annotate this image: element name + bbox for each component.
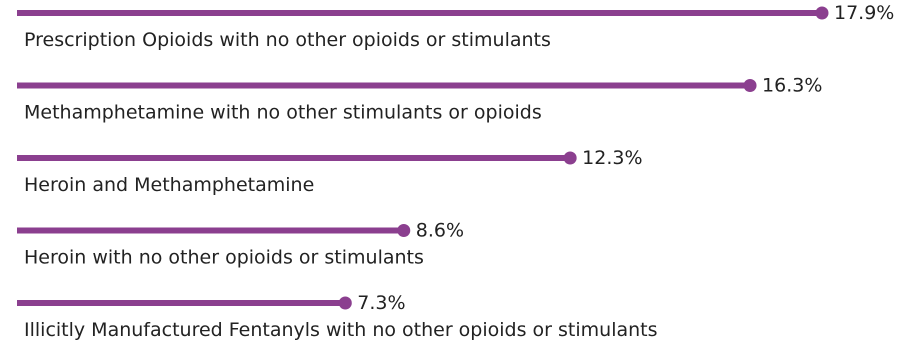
bar-end-dot-5 xyxy=(338,296,352,310)
bar-end-dot-2 xyxy=(743,79,757,92)
category-label-1: Prescription Opioids with no other opioi… xyxy=(24,29,551,51)
bar-end-dot-4 xyxy=(397,224,411,237)
bar-end-dot-3 xyxy=(563,151,577,165)
category-label-4: Heroin with no other opioids or stimulan… xyxy=(24,247,424,269)
category-label-3: Heroin and Methamphetamine xyxy=(24,174,314,196)
value-label-1: 17.9% xyxy=(834,2,894,24)
value-label-5: 7.3% xyxy=(357,292,405,314)
category-label-5: Illicitly Manufactured Fentanyls with no… xyxy=(24,319,658,341)
category-label-2: Methamphetamine with no other stimulants… xyxy=(24,102,542,124)
value-label-3: 12.3% xyxy=(582,147,642,169)
value-label-2: 16.3% xyxy=(762,75,822,97)
value-label-4: 8.6% xyxy=(416,220,464,242)
bar-end-dot-1 xyxy=(815,6,829,20)
